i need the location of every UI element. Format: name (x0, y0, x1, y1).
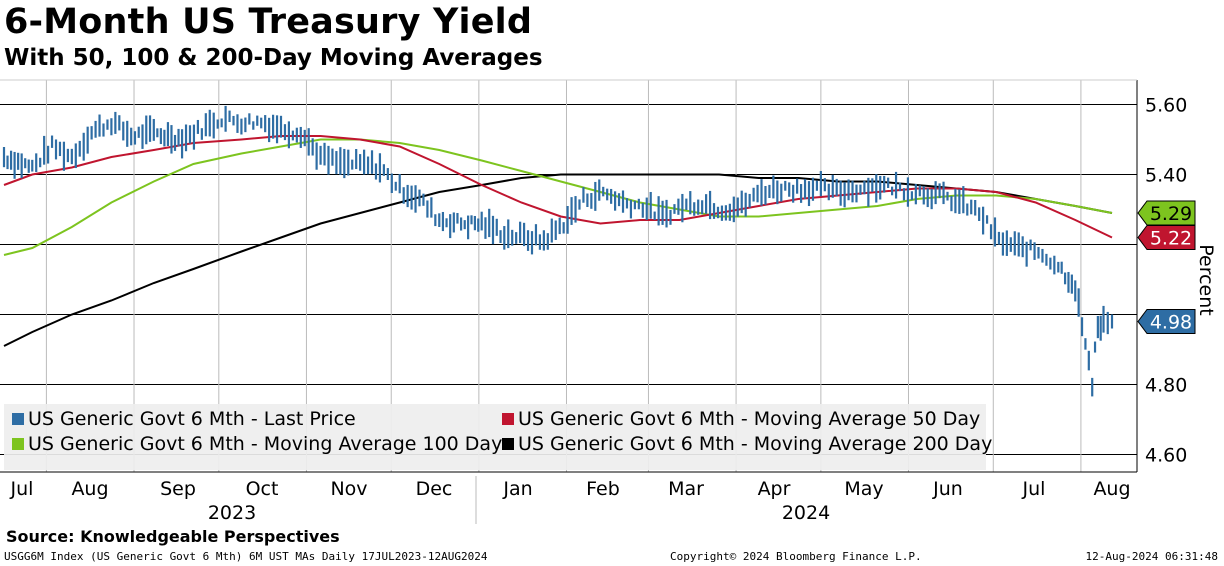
x-tick-label: May (844, 478, 883, 500)
y-axis-title: Percent (1195, 244, 1217, 316)
x-tick-label: Feb (586, 478, 620, 500)
chart: US Generic Govt 6 Mth - Last Price US Gen… (0, 79, 1217, 524)
legend-label: US Generic Govt 6 Mth - Moving Average 5… (518, 408, 980, 430)
x-tick-label: Apr (758, 478, 791, 500)
ma50-line (3, 135, 1113, 239)
index-info: USGG6M Index (US Generic Govt 6 Mth) 6M … (4, 550, 488, 563)
end-labels: 5.29 5.22 4.98 (1137, 200, 1196, 334)
chart-subtitle: With 50, 100 & 200-Day Moving Averages (4, 45, 543, 71)
x-tick-label: Aug (1093, 478, 1130, 500)
x-tick-label: Jun (932, 478, 963, 500)
legend: US Generic Govt 6 Mth - Last Price US Gen… (4, 404, 992, 470)
y-tick-label: 5.40 (1145, 165, 1187, 187)
year-label: 2024 (782, 502, 830, 524)
legend-swatch (12, 413, 24, 425)
legend-box (4, 404, 986, 470)
legend-label: US Generic Govt 6 Mth - Moving Average 2… (518, 433, 992, 455)
legend-label: US Generic Govt 6 Mth - Moving Average 1… (28, 433, 502, 455)
x-tick-label: Jul (10, 478, 34, 500)
source-note: Source: Knowledgeable Perspectives (6, 527, 340, 546)
y-tick-label: 4.80 (1145, 375, 1187, 397)
legend-label: US Generic Govt 6 Mth - Last Price (28, 408, 356, 430)
x-tick-label: Aug (71, 478, 108, 500)
x-tick-label: Jul (1022, 478, 1046, 500)
year-label: 2023 (208, 502, 256, 524)
end-label-text: 4.98 (1150, 312, 1192, 334)
legend-swatch (502, 438, 514, 450)
legend-swatch (12, 438, 24, 450)
end-label-badge (1137, 309, 1196, 334)
x-tick-label: Oct (246, 478, 279, 500)
ma200-line (3, 173, 1113, 347)
x-tick-label: Sep (160, 478, 196, 500)
ma100-line (3, 138, 1113, 256)
x-tick-label: Jan (502, 478, 532, 500)
series-layer (2, 105, 1114, 397)
x-tick-label: Mar (668, 478, 704, 500)
chart-title: 6-Month US Treasury Yield (4, 2, 533, 42)
x-tick-label: Nov (330, 478, 367, 500)
end-label-badge (1137, 200, 1196, 226)
legend-swatch (502, 413, 514, 425)
y-tick-label: 5.60 (1145, 95, 1187, 117)
copyright: Copyright© 2024 Bloomberg Finance L.P. (670, 550, 922, 563)
end-label-text: 5.22 (1150, 228, 1192, 250)
timestamp: 12-Aug-2024 06:31:48 (1085, 550, 1218, 563)
end-label-text: 5.29 (1150, 203, 1192, 225)
axes: 5.60 5.40 4.80 4.60 Jul Aug Sep Oct Nov Dec Jan Feb… (0, 79, 1217, 524)
y-tick-label: 4.60 (1145, 445, 1187, 467)
x-tick-label: Dec (416, 478, 453, 500)
end-label-badge (1137, 225, 1196, 250)
